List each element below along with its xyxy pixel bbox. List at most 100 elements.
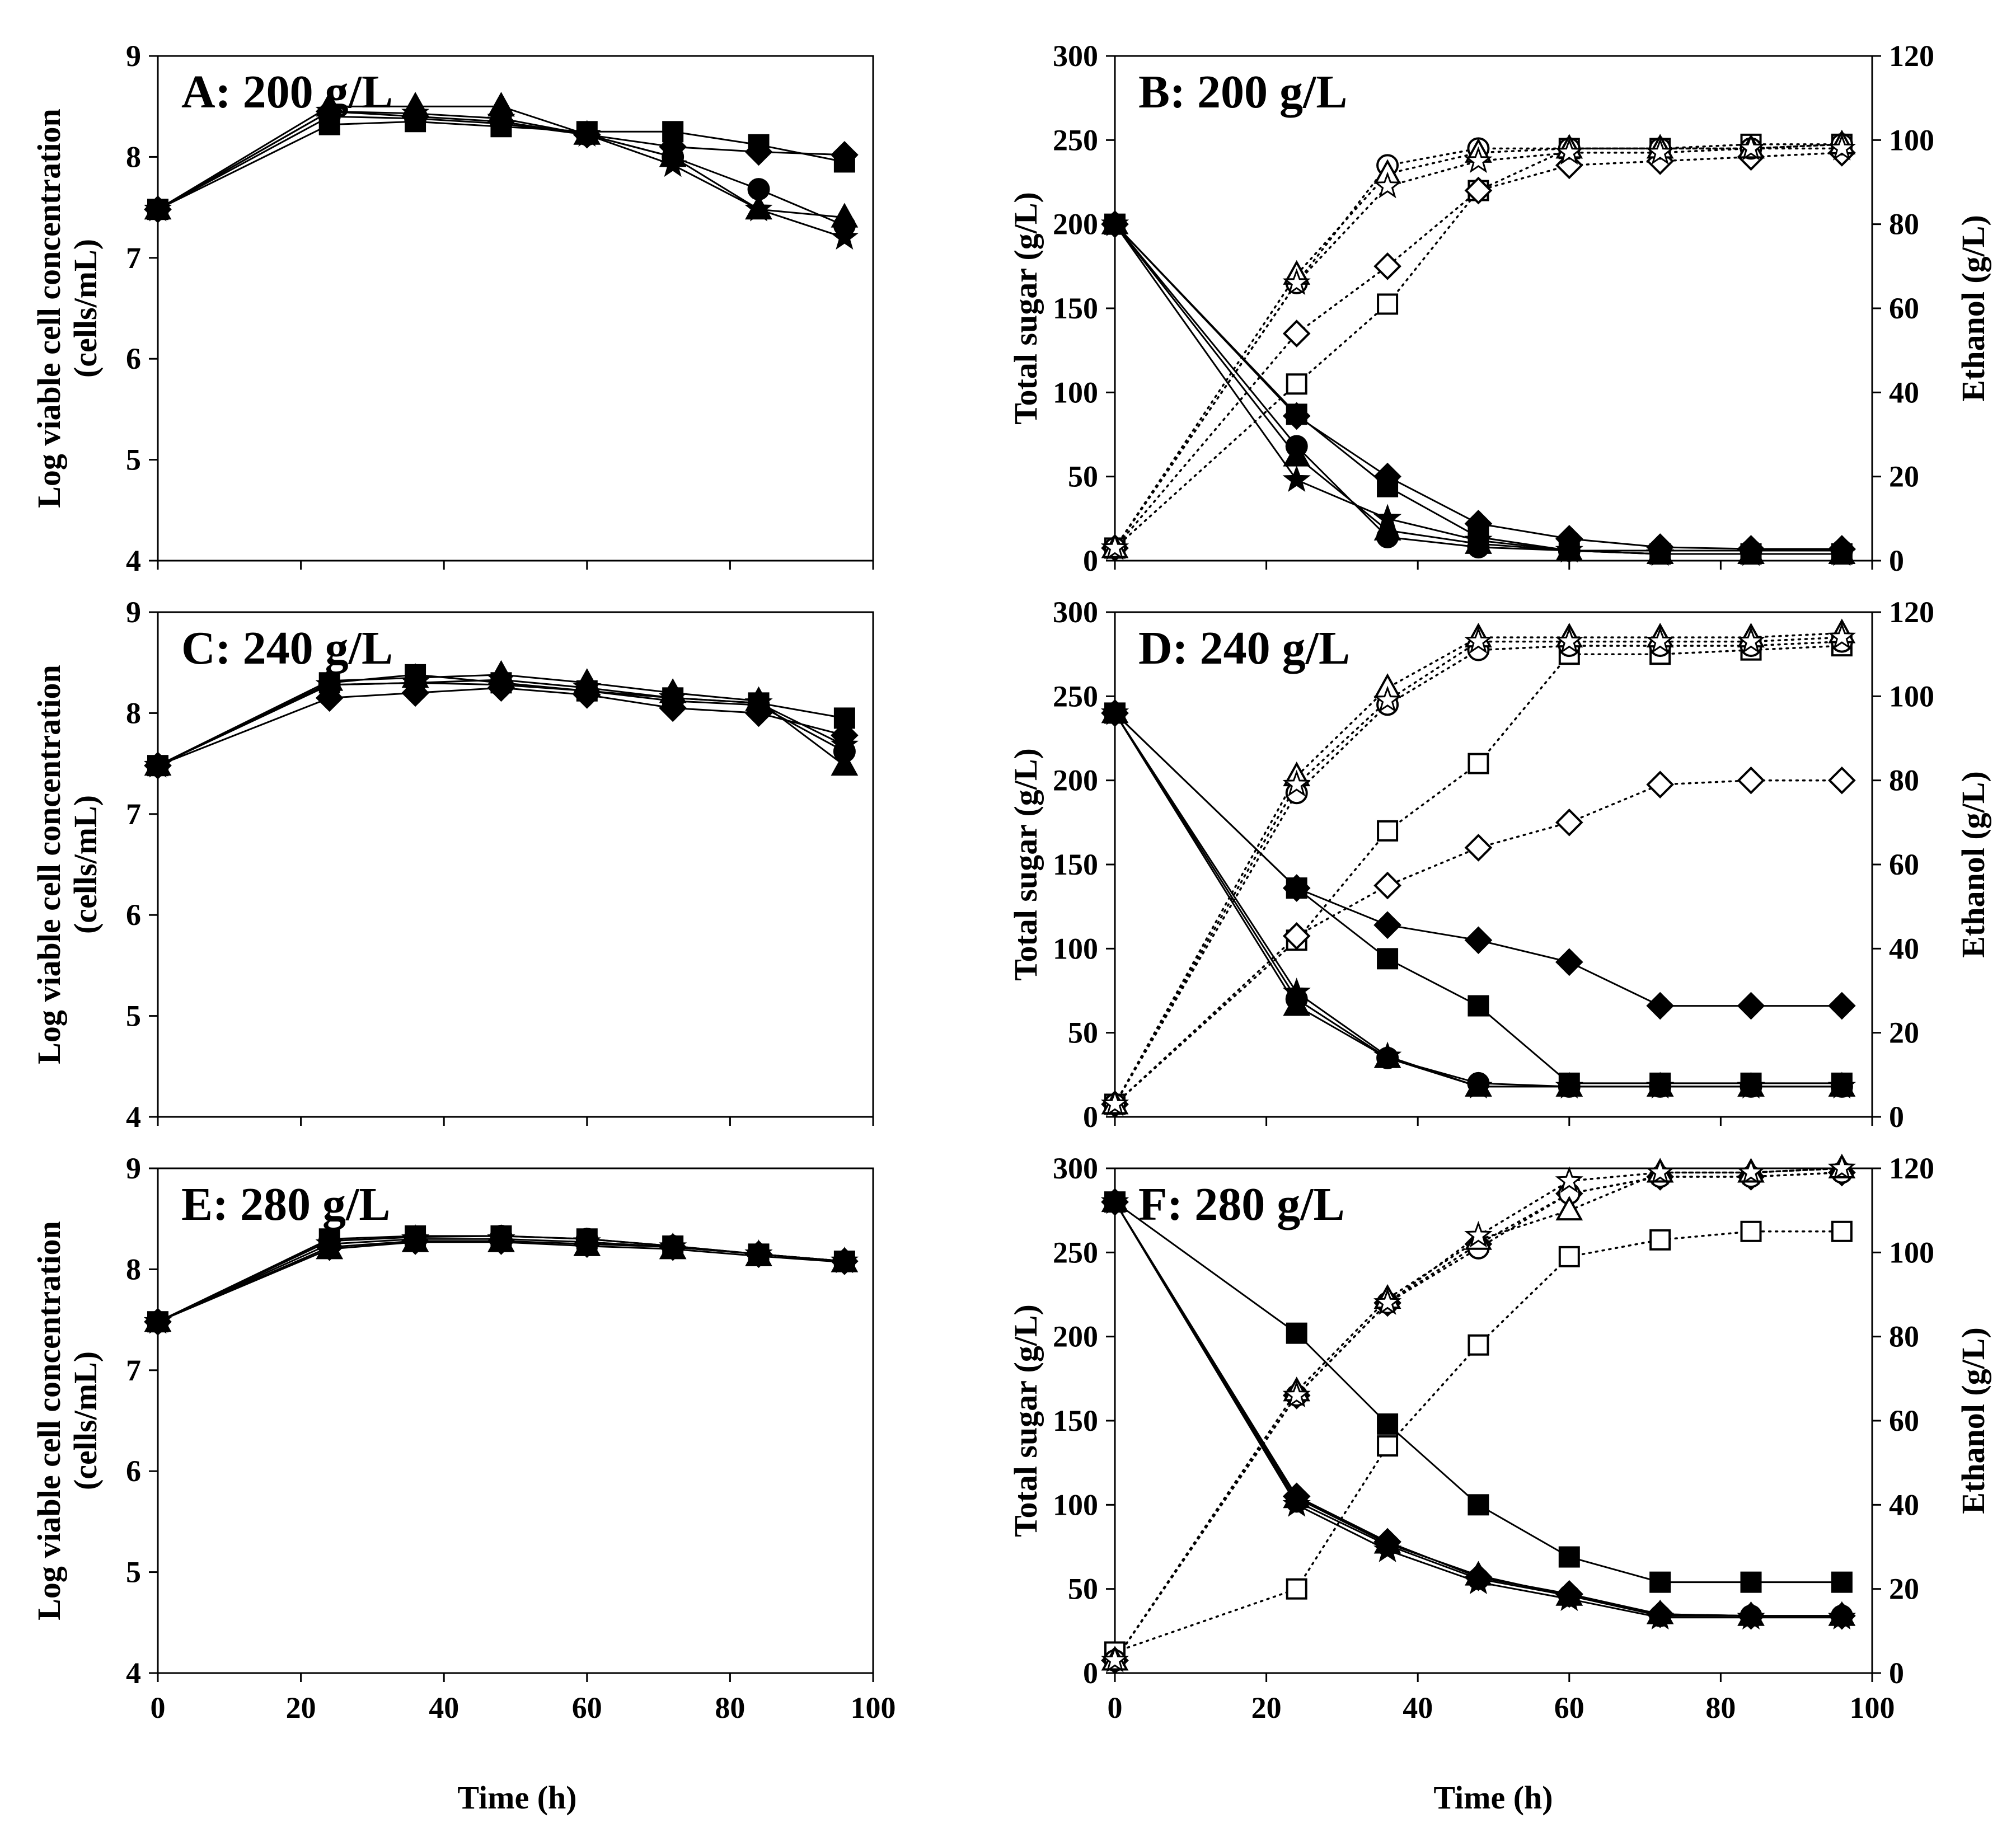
panel-d-y-tick-label: 150 (1053, 848, 1098, 881)
panel-b-y2-tick-label: 120 (1889, 39, 1934, 73)
panel-b-ethanol-square-point (1377, 293, 1399, 315)
panel-f-y-tick-label: 50 (1068, 1572, 1098, 1606)
panel-f-ethanol-star-point (1100, 1645, 1129, 1672)
panel-f-y2-tick-label: 120 (1889, 1152, 1934, 1185)
panel-b-sugar-star-point (1464, 525, 1493, 553)
panel-d-ethanol-star-point (1282, 769, 1311, 797)
panel-e-title: E: 280 g/L (181, 1178, 390, 1230)
panel-e-x-tick-label: 100 (851, 1691, 896, 1725)
panel-f-ethanol-square-point (1649, 1229, 1671, 1251)
panel-e-frame (157, 1167, 874, 1674)
panel-f-sugar-star-point (1100, 1187, 1129, 1214)
panel-f-ethanol-star-point (1555, 1166, 1583, 1193)
panel-f-y-tick-label: 200 (1053, 1320, 1098, 1354)
panel-a-star-point (744, 194, 773, 222)
panel-b-y-tick-label: 200 (1053, 208, 1098, 241)
panel-b-ethanol-star-point (1827, 133, 1856, 161)
panel-d-ethanol-star-point (1827, 622, 1856, 650)
panel-f-ethanol-square-line (1114, 1230, 1843, 1653)
panel-f-sugar-star-point (1827, 1603, 1856, 1630)
panel-e-y-tick-label: 5 (126, 1556, 141, 1589)
panel-b-y2-tick-label: 60 (1889, 292, 1919, 325)
panel-f-sugar-star-point (1373, 1535, 1402, 1562)
panel-a-y-tick-label: 6 (126, 342, 141, 375)
panel-f-ethanol-triangle-point (1555, 1196, 1583, 1221)
panel-b-ethanol-star-point (1645, 138, 1675, 165)
panel-f-ethanol-star-point (1645, 1158, 1675, 1185)
panel-a-y-tick-label: 4 (126, 544, 141, 577)
panel-a-y-tick-label: 8 (126, 140, 141, 173)
panel-e-y-tick-label: 4 (126, 1656, 141, 1690)
panel-b-sugar-star-point (1737, 539, 1765, 566)
panel-a: 4 5 6 7 8 9 Log viable cell concentration (cell… (31, 39, 874, 577)
panel-b-y-tick-label: 100 (1053, 375, 1098, 409)
x-axis-title-right: Time (h) (1433, 1779, 1553, 1816)
panel-a-diamond-point (831, 140, 859, 169)
panel-c-title: C: 240 g/L (181, 622, 393, 674)
panel-e-star-point (315, 1229, 344, 1256)
panel-d-ethanol-star-point (1464, 627, 1493, 654)
panel-b-y2-axis-label: Ethanol (g/L) (1955, 215, 1991, 402)
panel-d: 0 50 100 150 200 250 300 0 20 40 60 80 100 120 Total s… (1007, 595, 1991, 1134)
panel-d-sugar-square-point (1377, 948, 1399, 970)
panel-e-star-point (573, 1227, 601, 1255)
panel-d-y-tick-label: 0 (1083, 1100, 1098, 1134)
panel-b-y-tick-label: 50 (1068, 460, 1098, 494)
panel-d-sugar-diamond-line (1114, 712, 1842, 1007)
panel-f-y2-tick-label: 60 (1889, 1404, 1919, 1437)
panel-d-sugar-star-point (1282, 978, 1311, 1004)
panel-a-star-point (830, 223, 859, 250)
panel-c-star-point (658, 683, 687, 710)
panel-d-y2-axis-label: Ethanol (g/L) (1955, 771, 1991, 958)
panel-f-sugar-square-point (1286, 1322, 1307, 1344)
panel-f-x-tick-label: 80 (1705, 1691, 1736, 1725)
panel-d-ethanol-diamond-point (1646, 770, 1674, 799)
panels: 4 5 6 7 8 9 Log viable cell concentration (cell… (31, 39, 1991, 1725)
panel-f-x-tick-label: 100 (1850, 1691, 1895, 1725)
panel-b-ethanol-square-line (1114, 143, 1843, 549)
panel-f-y2-tick-label: 0 (1889, 1656, 1904, 1690)
panel-d-sugar-diamond-point (1282, 874, 1311, 902)
panel-f-sugar-star-point (1282, 1490, 1311, 1517)
panel-f-x-tick-label: 40 (1403, 1691, 1433, 1725)
panel-b-y-tick-label: 0 (1083, 544, 1098, 577)
panel-d-sugar-star-point (1464, 1072, 1493, 1099)
panel-b-y2-tick-label: 100 (1889, 123, 1934, 157)
panel-a-frame (157, 55, 874, 562)
panel-d-sugar-square-point (1468, 995, 1489, 1017)
panel-f-ethanol-star-point (1827, 1153, 1856, 1181)
panel-c-y-tick-label: 9 (126, 595, 141, 629)
panel-b-ethanol-star-line (1114, 147, 1843, 549)
panel-d-ethanol-diamond-point (1737, 766, 1765, 795)
panel-c-star-point (744, 688, 773, 715)
panel-e-star-point (744, 1239, 773, 1266)
panel-e-x-tick-label: 60 (572, 1691, 602, 1725)
panel-e: 0 20 40 60 80 100 4 5 6 7 8 9 Log viable cell concen… (31, 1152, 896, 1725)
panel-e-star-point (830, 1246, 859, 1274)
panel-a-y-axis-label-units: (cells/mL) (67, 239, 104, 378)
panel-c-triangle-point (831, 751, 859, 776)
panel-f-ethanol-square-point (1831, 1220, 1853, 1242)
panel-b-ethanol-diamond-point (1464, 176, 1493, 205)
panel-b-y-tick-label: 150 (1053, 292, 1098, 325)
panel-b-y-tick-label: 250 (1053, 123, 1098, 157)
panel-b-y2-tick-label: 0 (1889, 544, 1904, 577)
panel-e-y-axis-label: Log viable cell concentration (31, 1221, 67, 1620)
panel-e-y-tick-label: 7 (126, 1354, 141, 1387)
panel-d-ethanol-star-line (1114, 636, 1843, 1106)
panel-e-star-point (401, 1224, 430, 1251)
panel-b-ethanol-star-point (1737, 133, 1765, 161)
panel-c-y-tick-label: 5 (126, 999, 141, 1033)
panel-f-sugar-square-point (1468, 1494, 1489, 1516)
panel-e-x-tick-label: 40 (429, 1691, 459, 1725)
panel-f-sugar-square-point (1831, 1571, 1853, 1593)
panel-b-sugar-star-point (1555, 535, 1583, 563)
panel-d-sugar-diamond-point (1373, 911, 1401, 939)
panel-d-ethanol-star-point (1645, 627, 1675, 654)
panel-d-ethanol-star-point (1100, 1089, 1129, 1116)
panel-d-ethanol-circle-line (1114, 640, 1843, 1106)
panel-b-y2-tick-label: 20 (1889, 460, 1919, 494)
panel-f-y-tick-label: 0 (1083, 1656, 1098, 1690)
panel-e-star-point (487, 1224, 515, 1251)
